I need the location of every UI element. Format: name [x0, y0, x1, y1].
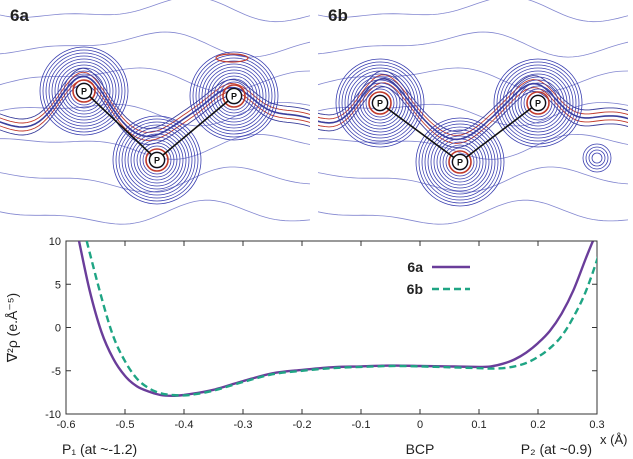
x-tick-label: -0.2 — [293, 419, 312, 431]
atom-label: P — [231, 92, 237, 102]
atom-label: P — [154, 156, 160, 166]
x-tick-label: 0.3 — [589, 419, 604, 431]
x-tick-label: -0.3 — [234, 419, 253, 431]
background-contours — [0, 0, 310, 225]
contour-plot-6a: P P P — [0, 0, 310, 225]
y-tick-label: 10 — [49, 236, 61, 248]
x-tick-label: -0.5 — [116, 419, 135, 431]
background-contours — [318, 0, 628, 225]
atom-label: P — [457, 158, 463, 168]
atom-label: P — [535, 99, 541, 109]
x-tick-label: 0.1 — [471, 419, 486, 431]
contour-panel-6a: P P P 6a — [0, 0, 310, 232]
atom-label: P — [81, 87, 87, 97]
series-line-6a — [77, 241, 595, 398]
annotation-bcp: BCP — [406, 441, 435, 457]
annotation-p1: P₁ (at ~-1.2) — [62, 441, 137, 457]
y-tick-label: 0 — [55, 323, 61, 335]
x-tick-label: 0 — [417, 419, 423, 431]
panel-label-6b: 6b — [328, 6, 348, 25]
panel-label-6a: 6a — [10, 6, 29, 25]
plot-frame — [65, 240, 598, 415]
contour-plot-6b: P P P — [318, 0, 628, 225]
contour-panel-6b: P P P 6b — [318, 0, 628, 232]
legend-label-6a: 6a — [407, 259, 423, 275]
y-tick-label: -10 — [45, 409, 61, 421]
x-tick-label: -0.4 — [175, 419, 194, 431]
valence-band-contours — [318, 70, 628, 148]
bond-paths — [83, 90, 235, 161]
laplacian-line-chart: -0.6 -0.5 -0.4 -0.3 -0.2 -0.1 0 0.1 0.2 0.3 -10 -5 0… — [4, 236, 627, 457]
legend-label-6b: 6b — [407, 281, 423, 297]
valence-band-contours — [0, 67, 310, 145]
x-tick-label: 0.2 — [530, 419, 545, 431]
bond-paths — [379, 102, 539, 163]
annotation-p2: P₂ (at ~0.9) — [521, 441, 592, 457]
x-tick-label: -0.6 — [57, 419, 76, 431]
y-tick-label: -5 — [51, 366, 61, 378]
y-tick-label: 5 — [55, 279, 61, 291]
y-axis-label: ∇²ρ (e.Å⁻⁵) — [4, 293, 20, 363]
atom-label: P — [377, 99, 383, 109]
x-tick-label: -0.1 — [352, 419, 371, 431]
series-line-6b — [85, 241, 597, 397]
x-axis-label: x (Å) — [600, 432, 627, 447]
